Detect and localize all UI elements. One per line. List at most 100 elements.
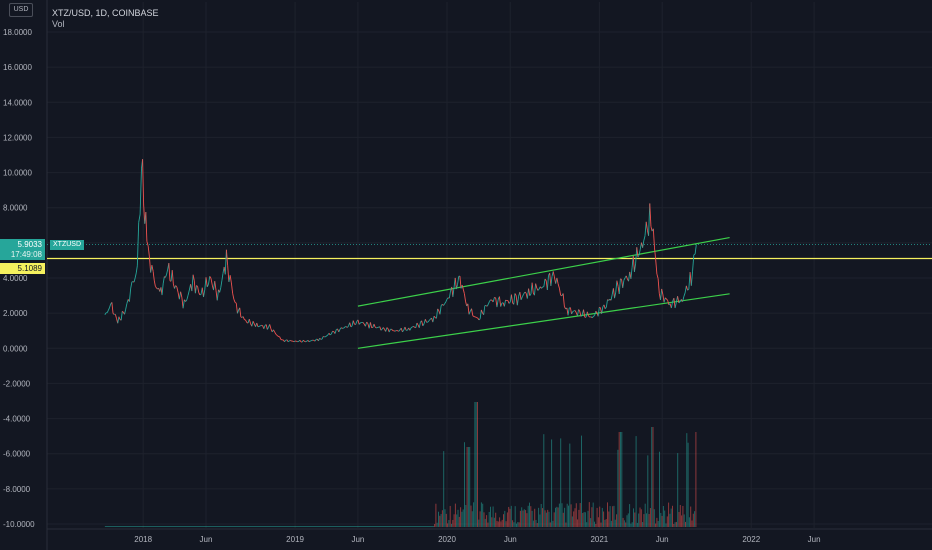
- price-segment: [557, 283, 560, 289]
- price-segment: [495, 297, 498, 308]
- price-segment: [483, 305, 486, 315]
- currency-badge[interactable]: USD: [9, 3, 33, 17]
- volume-bar: [567, 505, 569, 527]
- price-segment: [496, 299, 499, 308]
- price-segment: [153, 280, 156, 287]
- price-segment: [614, 292, 617, 299]
- price-segment: [325, 335, 327, 338]
- price-segment: [657, 278, 660, 294]
- time-tick-label: 2022: [742, 535, 760, 544]
- volume-bar: [519, 510, 521, 527]
- price-segment: [549, 273, 552, 286]
- price-segment: [462, 289, 465, 294]
- price-segment: [146, 241, 149, 247]
- price-segment: [286, 339, 289, 342]
- volume-bar: [690, 506, 692, 527]
- price-segment: [245, 319, 248, 323]
- price-segment: [185, 299, 188, 302]
- price-segment: [326, 334, 329, 337]
- price-segment: [168, 263, 171, 281]
- price-segment: [560, 294, 563, 297]
- price-segment: [550, 276, 553, 287]
- price-segment: [682, 296, 685, 302]
- volume-bar: [638, 513, 640, 527]
- volume-bar: [465, 504, 467, 527]
- price-segment: [196, 285, 198, 287]
- price-segment: [454, 277, 457, 290]
- price-segment: [644, 221, 647, 236]
- price-segment: [467, 303, 470, 315]
- volume-bar: [683, 514, 685, 527]
- volume-bar: [674, 522, 676, 527]
- price-segment: [630, 267, 633, 279]
- volume-label[interactable]: Vol: [52, 19, 65, 29]
- price-segment: [507, 300, 510, 304]
- price-segment: [156, 287, 158, 290]
- price-segment: [529, 293, 532, 296]
- price-segment: [198, 292, 201, 296]
- volume-bar: [486, 515, 488, 527]
- price-tick-label: 4.0000: [3, 274, 28, 283]
- volume-bar: [560, 438, 562, 527]
- price-segment: [667, 300, 670, 306]
- price-segment: [174, 285, 177, 289]
- price-segment: [106, 310, 109, 313]
- price-segment: [435, 308, 439, 319]
- price-segment: [558, 288, 562, 296]
- volume-bar: [636, 522, 638, 527]
- price-segment: [580, 314, 583, 317]
- volume-bar: [487, 522, 489, 527]
- price-axis: 18.0000 16.0000 14.0000 12.0000 10.0000 8.000…: [3, 28, 35, 529]
- volume-bar: [495, 512, 497, 527]
- price-segment: [688, 272, 691, 290]
- price-segment: [289, 340, 291, 342]
- price-segment: [433, 315, 436, 318]
- volume-bar: [435, 503, 437, 527]
- price-segment: [364, 321, 368, 327]
- price-segment: [374, 326, 377, 329]
- symbol-title[interactable]: XTZ/USD, 1D, COINBASE: [52, 8, 159, 18]
- price-segment: [444, 301, 447, 304]
- price-segment: [176, 287, 179, 293]
- price-segment: [685, 285, 689, 291]
- volume-bar: [657, 520, 659, 527]
- price-segment: [690, 271, 694, 286]
- volume-bar: [579, 503, 581, 527]
- price-segment: [112, 313, 115, 315]
- trendline[interactable]: [357, 236, 730, 307]
- price-segment: [562, 293, 565, 307]
- volume-bar: [489, 506, 491, 527]
- volume-bar: [606, 502, 608, 527]
- price-segment: [269, 324, 272, 329]
- price-segment: [135, 265, 138, 274]
- trendline[interactable]: [357, 293, 730, 349]
- volume-bar: [552, 520, 554, 527]
- volume-bar: [573, 511, 575, 527]
- price-segment: [424, 319, 428, 323]
- price-segment: [251, 321, 254, 327]
- volume-bar: [492, 506, 494, 527]
- price-segment: [583, 309, 586, 318]
- price-segment: [654, 247, 657, 260]
- price-segment: [334, 329, 337, 334]
- volume-bar: [447, 523, 449, 527]
- volume-bar: [656, 517, 658, 527]
- price-segment: [397, 330, 399, 332]
- volume-bar: [609, 506, 611, 527]
- price-segment: [220, 280, 223, 288]
- price-segment: [234, 302, 237, 304]
- price-segment: [210, 278, 213, 286]
- volume-bar: [649, 508, 651, 527]
- price-segment: [599, 306, 601, 309]
- price-segment: [227, 265, 230, 283]
- price-segment: [362, 322, 365, 325]
- time-tick-label: 2019: [286, 535, 304, 544]
- price-segment: [448, 291, 451, 299]
- volume-bar: [639, 507, 641, 527]
- volume-bar: [665, 523, 667, 527]
- price-segment: [314, 339, 317, 342]
- price-segment: [516, 296, 520, 306]
- price-segment: [104, 312, 107, 315]
- horizontal-line-price-tag: 5.1089: [0, 263, 45, 274]
